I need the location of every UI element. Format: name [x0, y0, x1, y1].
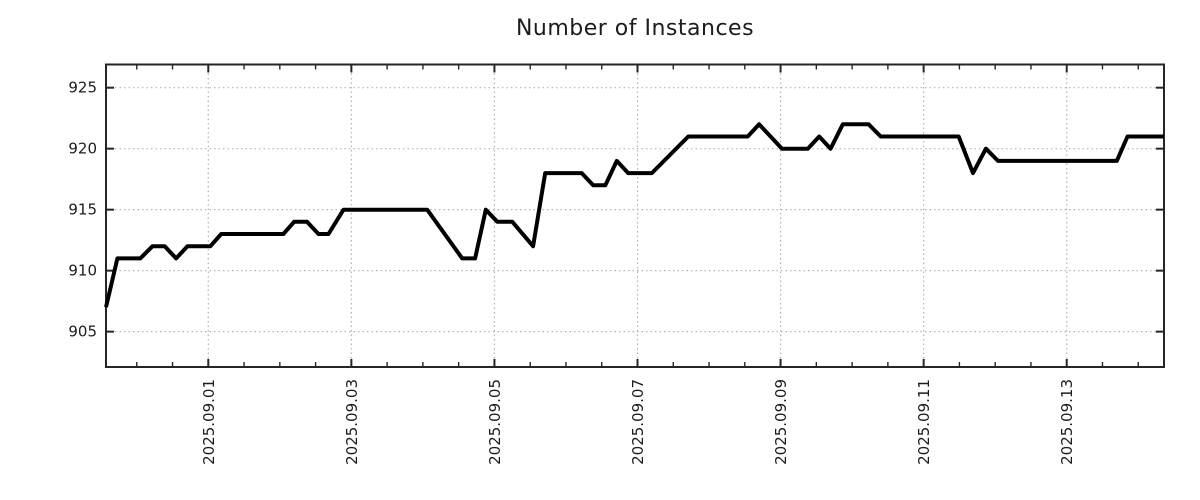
plot-border [105, 63, 1165, 368]
y-tick-label: 910 [68, 262, 97, 280]
x-tick-label: 2025.09.01 [200, 379, 218, 465]
y-tick-label: 920 [68, 140, 97, 158]
x-tick-label: 2025.09.11 [915, 379, 933, 465]
y-tick-label: 905 [68, 323, 97, 341]
x-tick-label: 2025.09.05 [486, 379, 504, 465]
data-line [104, 122, 1164, 308]
x-tick-label: 2025.09.03 [343, 379, 361, 465]
y-tick-label: 915 [68, 201, 97, 219]
x-tick-label: 2025.09.13 [1058, 379, 1076, 465]
x-tick-label: 2025.09.07 [629, 379, 647, 465]
x-tick-label: 2025.09.09 [772, 379, 790, 465]
chart-title: Number of Instances [515, 16, 755, 41]
y-tick-label: 925 [68, 79, 97, 97]
